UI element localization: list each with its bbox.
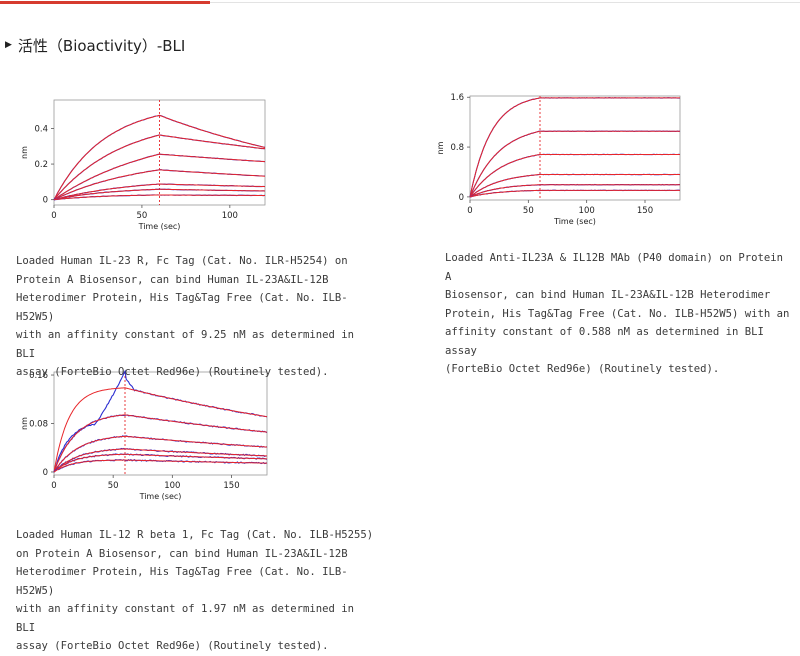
x-tick-label: 0 (51, 211, 56, 221)
x-tick-label: 0 (467, 206, 472, 216)
caption-line: Loaded Human IL-23 R, Fc Tag (Cat. No. I… (16, 255, 348, 267)
fit-curve-2 (53, 414, 268, 473)
caption-line: with an affinity constant of 9.25 nM as … (16, 329, 355, 360)
caption-line: assay (ForteBio Octet Red96e) (Routinely… (16, 366, 329, 378)
fit-curve-2 (469, 130, 680, 198)
fit-curve-5 (469, 184, 680, 198)
x-tick-label: 100 (579, 206, 595, 216)
x-axis-label: Time (sec) (139, 492, 182, 501)
x-tick-label: 150 (637, 206, 653, 216)
x-tick-label: 50 (137, 211, 148, 221)
caption-line: affinity constant of 0.588 nM as determi… (445, 326, 764, 357)
fit-curve-2 (53, 134, 266, 201)
caption-line: Protein A Biosensor, can bind Human IL-2… (16, 273, 329, 286)
caption-line: Heterodimer Protein, His Tag&Tag Free (C… (16, 292, 348, 323)
bli-chart-il23r: 0 0.2 0.4 0 50 100 Time (sec) nm (20, 99, 266, 231)
fit-curve-3 (53, 153, 266, 201)
caption-il23r: Loaded Human IL-23 R, Fc Tag (Cat. No. I… (16, 252, 376, 382)
triangle-right-icon: ▶ (5, 40, 12, 50)
caption-line: Loaded Human IL-12 R beta 1, Fc Tag (Cat… (16, 529, 374, 541)
fit-curve-7 (53, 194, 265, 201)
fit-curve-1 (469, 97, 680, 198)
x-axis-label: Time (sec) (138, 222, 181, 231)
y-tick-label: 1.6 (450, 93, 464, 103)
y-tick-label: 0 (43, 196, 48, 206)
fit-curve-3 (53, 435, 268, 473)
caption-line: Protein, His Tag&Tag Free (Cat. No. ILB-… (445, 307, 790, 320)
caption-line: on Protein A Biosensor, can bind Human I… (16, 547, 348, 560)
fit-curve-1 (53, 387, 268, 473)
fit-curve-5 (53, 453, 268, 473)
x-tick-label: 100 (164, 481, 180, 491)
x-axis-label: Time (sec) (553, 217, 596, 226)
bli-chart-anti-il23a-mab: 0 0.8 1.6 0 50 100 150 Time (sec) nm (436, 93, 681, 226)
fit-curve-6 (469, 189, 680, 198)
x-tick-label: 100 (222, 211, 238, 221)
x-tick-label: 50 (108, 481, 119, 491)
fit-curve-4 (53, 448, 267, 473)
caption-line: assay (ForteBio Octet Red96e) (Routinely… (16, 640, 329, 652)
fit-curve-4 (53, 169, 266, 201)
section-title: 活性（Bioactivity）-BLI (17, 36, 186, 55)
y-tick-label: 0 (43, 468, 48, 478)
plot-frame (53, 371, 268, 476)
y-tick-label: 0.08 (29, 420, 48, 430)
caption-il12r-beta1: Loaded Human IL-12 R beta 1, Fc Tag (Cat… (16, 526, 376, 656)
caption-line: Biosensor, can bind Human IL-23A&IL-12B … (445, 289, 771, 301)
fit-curve-1 (53, 114, 266, 200)
fit-curve-3 (469, 154, 680, 198)
top-accent-bar (0, 1, 210, 4)
caption-line: (ForteBio Octet Red96e) (Routinely teste… (445, 363, 720, 375)
caption-line: with an affinity constant of 1.97 nM as … (16, 603, 355, 634)
y-tick-label: 0.16 (29, 371, 48, 381)
y-tick-label: 0.2 (34, 160, 48, 170)
x-tick-label: 150 (223, 481, 239, 491)
fit-curve-5 (53, 183, 266, 201)
fit-curve-6 (53, 188, 266, 201)
top-divider (0, 2, 800, 3)
y-tick-label: 0.4 (34, 124, 48, 134)
y-tick-label: 0 (459, 193, 464, 203)
bli-chart-il12r-beta1: 0 0.08 0.16 0 50 100 150 Time (sec) nm (20, 369, 268, 501)
x-tick-label: 50 (523, 206, 534, 216)
y-axis-label: nm (20, 146, 29, 159)
y-axis-label: nm (436, 141, 445, 154)
fit-curve-6 (53, 459, 267, 473)
fit-curve-4 (469, 174, 680, 198)
caption-line: Loaded Anti-IL23A & IL12B MAb (P40 domai… (445, 252, 784, 283)
section-header: ▶ 活性（Bioactivity）-BLI (5, 33, 185, 57)
x-tick-label: 0 (51, 481, 56, 491)
caption-line: Heterodimer Protein, His Tag&Tag Free (C… (16, 566, 348, 597)
y-axis-label: nm (20, 417, 29, 430)
y-tick-label: 0.8 (450, 143, 464, 153)
caption-anti-il23a-mab: Loaded Anti-IL23A & IL12B MAb (P40 domai… (445, 249, 795, 379)
